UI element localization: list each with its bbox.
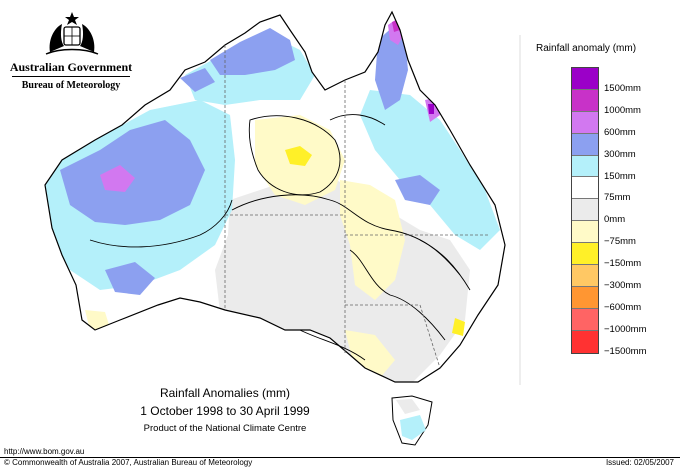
legend-label: 0mm xyxy=(604,214,626,226)
zone-purple-east xyxy=(428,104,434,114)
legend-label: −1500mm xyxy=(604,345,647,357)
legend-swatch xyxy=(572,286,598,309)
zone-yellow-2 xyxy=(452,318,465,336)
bureau-name: Bureau of Meteorology xyxy=(21,80,121,91)
legend-label: −600mm xyxy=(604,301,642,313)
zone-violet-west xyxy=(100,165,135,192)
legend-color-bar xyxy=(571,67,599,354)
zone-grey-0mm xyxy=(215,170,470,382)
tasmania-cyan xyxy=(400,415,426,440)
copyright-notice: © Commonwealth of Australia 2007, Austra… xyxy=(4,458,253,467)
zone-blue-north-1 xyxy=(210,28,295,75)
legend-label: 1500mm xyxy=(604,82,641,94)
zone-pale-yellow-4 xyxy=(85,310,110,330)
mainland-coastline xyxy=(44,10,506,383)
legend-swatch xyxy=(572,68,598,90)
footer-divider xyxy=(0,457,680,458)
map-caption-title: Rainfall Anomalies (mm) xyxy=(159,386,291,400)
legend-label: −1000mm xyxy=(604,323,647,335)
legend-label: −300mm xyxy=(604,280,642,291)
legend-swatch xyxy=(572,89,598,112)
legend-swatch xyxy=(572,199,598,222)
tasmania-grey xyxy=(396,399,420,414)
legend-swatch xyxy=(572,111,598,134)
legend-label: 150mm xyxy=(604,170,636,182)
state-borders xyxy=(224,45,490,369)
zone-blue-west xyxy=(60,120,205,225)
government-name: Australian Government xyxy=(9,60,133,74)
zone-blue-cape xyxy=(375,25,408,110)
legend-swatch xyxy=(572,155,598,178)
legend-label: −150mm xyxy=(604,258,642,270)
legend-swatch xyxy=(572,133,598,156)
legend-label: 600mm xyxy=(604,126,636,138)
zone-blue-east xyxy=(395,175,440,205)
map-caption-period: 1 October 1998 to 30 April 1999 xyxy=(140,404,310,418)
legend-swatch xyxy=(572,308,598,331)
legend-label: 75mm xyxy=(604,192,631,204)
legend-swatch xyxy=(572,265,598,287)
zone-yellow-1 xyxy=(285,146,312,166)
contour-lines xyxy=(89,114,471,361)
coat-of-arms-icon xyxy=(45,12,99,55)
zone-pale-yellow-2 xyxy=(340,180,405,300)
legend-title: Rainfall anomaly (mm) xyxy=(536,43,637,54)
legend-swatch xyxy=(572,330,598,353)
legend-label: −75mm xyxy=(604,236,636,248)
legend-swatch xyxy=(572,243,598,266)
legend-label: 1000mm xyxy=(604,104,641,116)
legend-swatch xyxy=(572,221,598,244)
header-divider xyxy=(12,76,130,77)
legend-label: 300mm xyxy=(604,148,636,160)
website-link[interactable]: http://www.bom.gov.au xyxy=(4,447,85,456)
zone-blue-sw xyxy=(105,262,155,295)
legend-swatch xyxy=(572,177,598,200)
map-caption-product: Product of the National Climate Centre xyxy=(143,423,307,434)
zone-cyan-east xyxy=(360,90,500,250)
zone-blue-north-2 xyxy=(180,68,215,92)
issued-date: Issued: 02/05/2007 xyxy=(605,458,674,467)
